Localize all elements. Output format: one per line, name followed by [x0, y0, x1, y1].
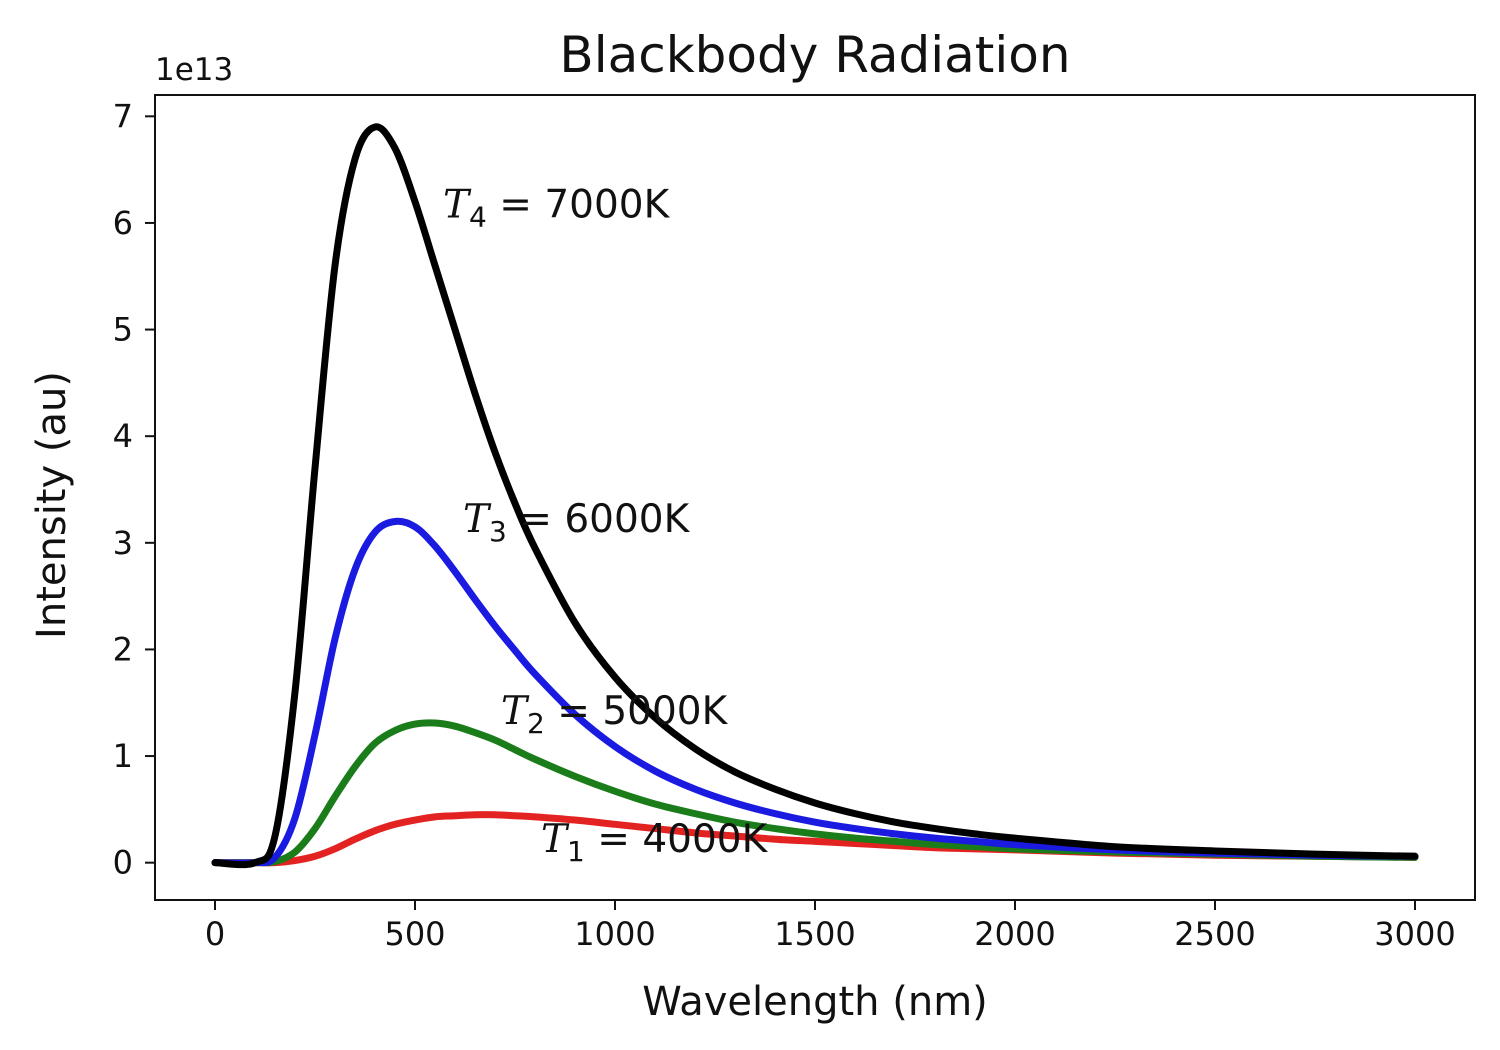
temperature-label-4: T1 = 4000K: [541, 817, 769, 868]
y-tick-label-5: 5: [113, 311, 133, 349]
temperature-label-3: T2 = 5000K: [501, 689, 729, 740]
chart-title: Blackbody Radiation: [559, 26, 1070, 84]
temperature-value-4: = 4000K: [585, 817, 769, 862]
x-tick-label-2500: 2500: [1174, 915, 1255, 953]
temperature-value-1: = 7000K: [487, 183, 671, 228]
temperature-value-3: = 5000K: [545, 689, 729, 734]
x-tick-label-0: 0: [205, 915, 225, 953]
temperature-symbol-1: T: [443, 183, 472, 228]
y-tick-label-1: 1: [113, 737, 133, 775]
temperature-symbol-2: T: [463, 497, 492, 542]
axis-layer: 0 500 1000 1500 2000 2500 3000 0 1 2 3 4 5 6 7: [113, 94, 1476, 953]
temperature-symbol-4: T: [541, 817, 570, 862]
y-tick-label-2: 2: [113, 630, 133, 668]
x-tick-label-500: 500: [384, 915, 445, 953]
y-tick-label-6: 6: [113, 204, 133, 242]
y-tick-label-7: 7: [113, 97, 133, 135]
plot-background: [155, 95, 1475, 900]
y-axis-label: Intensity (au): [29, 371, 75, 639]
y-tick-label-0: 0: [113, 844, 133, 882]
x-tick-label-1000: 1000: [574, 915, 655, 953]
x-tick-label-1500: 1500: [774, 915, 855, 953]
series-line-4: [211, 123, 1419, 869]
x-axis-label: Wavelength (nm): [642, 979, 988, 1025]
temperature-symbol-3: T: [501, 689, 530, 734]
series-line-3: [211, 517, 1419, 867]
x-tick-label-2000: 2000: [974, 915, 1055, 953]
y-tick-label-4: 4: [113, 417, 133, 455]
temperature-subscript-4: 1: [567, 835, 585, 868]
temperature-label-1: T4 = 7000K: [443, 183, 671, 234]
y-tick-label-3: 3: [113, 524, 133, 562]
x-tick-label-3000: 3000: [1374, 915, 1455, 953]
temperature-subscript-1: 4: [469, 201, 487, 234]
temperature-value-2: = 6000K: [507, 497, 691, 542]
y-offset-label: 1e13: [155, 52, 233, 88]
temperature-label-2: T3 = 6000K: [463, 497, 691, 548]
temperature-subscript-2: 3: [489, 515, 507, 548]
series-line-2: [211, 719, 1419, 867]
temperature-subscript-3: 2: [527, 707, 545, 740]
